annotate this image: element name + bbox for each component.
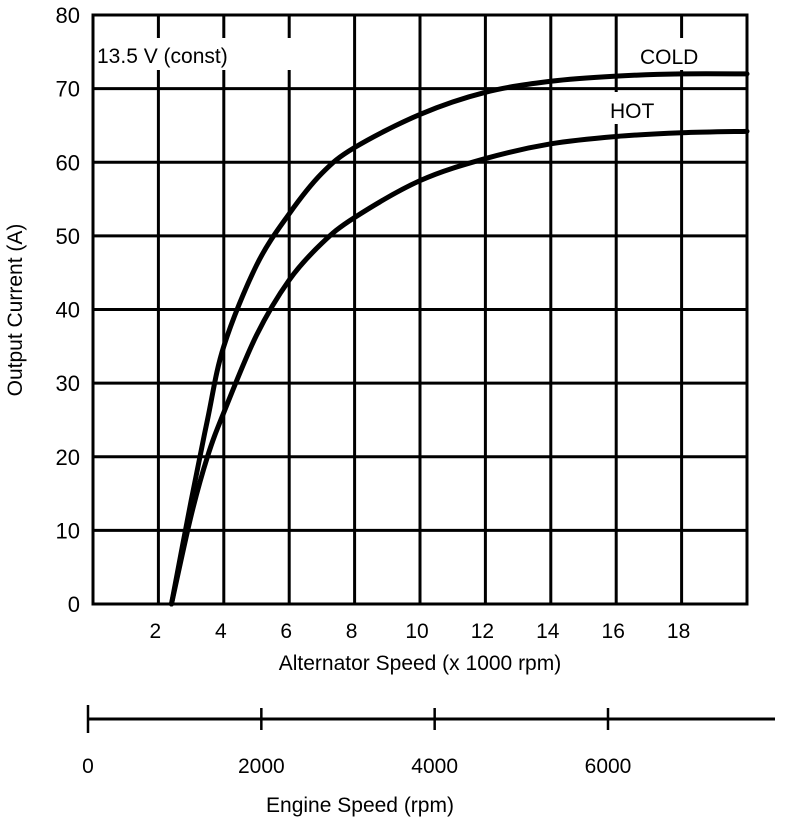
x-tick-label: 8 <box>346 620 358 643</box>
engine-tick-label: 2000 <box>238 755 285 778</box>
engine-tick-label: 0 <box>82 755 94 778</box>
x-tick-label: 2 <box>150 620 162 643</box>
plot-frame <box>91 13 749 606</box>
y-tick-label: 0 <box>68 592 80 617</box>
hot-label-background <box>604 92 678 124</box>
series-line-cold <box>168 71 750 607</box>
y-tick-label: 50 <box>56 224 80 249</box>
engine-speed-axis: 0 2000 4000 6000 <box>82 705 775 778</box>
y-axis-title: Output Current (A) <box>4 224 27 397</box>
voltage-annotation: 13.5 V (const) <box>97 45 228 68</box>
x-tick-label: 6 <box>280 620 292 643</box>
y-tick-label: 20 <box>56 445 80 470</box>
annotation-background <box>95 38 293 70</box>
y-tick-label: 60 <box>56 150 80 175</box>
y-tick-labels: 0 10 20 30 40 50 60 70 80 <box>56 3 80 617</box>
series-label-hot: HOT <box>610 100 655 123</box>
engine-speed-axis-title: Engine Speed (rpm) <box>266 794 454 817</box>
x-tick-label: 10 <box>405 620 428 643</box>
y-tick-label: 30 <box>56 371 80 396</box>
y-tick-label: 80 <box>56 3 80 28</box>
cold-label-background <box>620 38 744 70</box>
engine-tick-label: 4000 <box>411 755 458 778</box>
x-tick-label: 12 <box>471 620 494 643</box>
y-tick-label: 70 <box>56 77 80 102</box>
x-tick-label: 18 <box>667 620 690 643</box>
series-label-cold: COLD <box>640 46 698 69</box>
y-tick-label: 10 <box>56 518 80 543</box>
x-tick-labels: 2 4 6 8 10 12 14 16 18 <box>150 620 691 643</box>
y-tick-label: 40 <box>56 298 80 323</box>
series-line-hot <box>168 128 750 607</box>
x-tick-label: 4 <box>215 620 227 643</box>
engine-tick-label: 6000 <box>585 755 632 778</box>
x-axis-title: Alternator Speed (x 1000 rpm) <box>279 652 561 675</box>
series-lines <box>168 71 750 607</box>
x-tick-label: 16 <box>602 620 625 643</box>
x-tick-label: 14 <box>536 620 560 643</box>
